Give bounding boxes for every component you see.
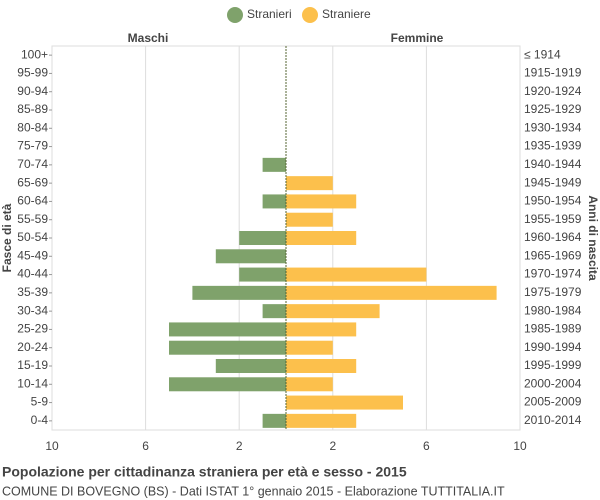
left-label: Maschi [128, 31, 169, 45]
bar [286, 413, 357, 428]
bar [262, 304, 286, 319]
bar [286, 212, 333, 227]
y-tick-label: 70-74 [17, 157, 48, 171]
y2-tick-label: 1950-1954 [524, 194, 582, 208]
y-tick-label: 10-14 [17, 376, 48, 390]
bar [286, 304, 380, 319]
bar [286, 340, 333, 355]
y-tick-label: 75-79 [17, 139, 48, 153]
y2-tick-label: 1945-1949 [524, 175, 582, 189]
x-tick-label: 10 [45, 439, 59, 453]
legend-label: Stranieri [247, 7, 292, 21]
y-tick-label: 5-9 [31, 395, 49, 409]
y2-tick-label: 1955-1959 [524, 212, 582, 226]
y2-tick-label: ≤ 1914 [524, 47, 561, 61]
y2-tick-label: 1935-1939 [524, 139, 582, 153]
y-tick-label: 85-89 [17, 102, 48, 116]
y-tick-label: 35-39 [17, 285, 48, 299]
y2-axis-title: Anni di nascita [586, 195, 600, 281]
y-tick-label: 90-94 [17, 84, 48, 98]
x-tick-label: 2 [236, 439, 243, 453]
y2-tick-label: 1990-1994 [524, 340, 582, 354]
bar [286, 231, 357, 245]
y-tick-label: 40-44 [17, 267, 48, 281]
y2-tick-label: 1915-1919 [524, 66, 582, 80]
bar [215, 249, 286, 264]
y2-tick-label: 1925-1929 [524, 102, 582, 116]
bar [286, 285, 497, 300]
bar [286, 359, 357, 373]
bar [192, 285, 286, 300]
y-tick-label: 30-34 [17, 303, 48, 317]
bar [262, 194, 286, 209]
y2-tick-label: 1975-1979 [524, 285, 582, 299]
y-tick-label: 50-54 [17, 230, 48, 244]
bar [169, 340, 286, 355]
y2-tick-label: 1930-1934 [524, 120, 582, 134]
y-tick-label: 15-19 [17, 358, 48, 372]
y2-tick-label: 2005-2009 [524, 395, 582, 409]
y-tick-label: 45-49 [17, 248, 48, 262]
x-tick-label: 10 [513, 439, 527, 453]
y2-tick-label: 2010-2014 [524, 413, 582, 427]
bar [239, 231, 286, 245]
y2-tick-label: 2000-2004 [524, 376, 582, 390]
y-tick-label: 20-24 [17, 340, 48, 354]
bar [286, 395, 403, 410]
bar [169, 377, 286, 392]
chart-title: Popolazione per cittadinanza straniera p… [2, 464, 407, 480]
y2-tick-label: 1920-1924 [524, 84, 582, 98]
y2-tick-label: 1980-1984 [524, 303, 582, 317]
legend-swatch [227, 7, 243, 23]
x-tick-label: 6 [142, 439, 149, 453]
y-tick-label: 25-29 [17, 322, 48, 336]
bar [286, 194, 357, 209]
y-tick-label: 80-84 [17, 120, 48, 134]
y-axis-title: Fasce di età [0, 203, 14, 272]
x-tick-label: 2 [329, 439, 336, 453]
x-tick-label: 6 [423, 439, 430, 453]
bar [262, 157, 286, 172]
legend-label: Straniere [322, 7, 371, 21]
bar [286, 377, 333, 392]
bar [239, 267, 286, 282]
y-tick-label: 95-99 [17, 66, 48, 80]
y-tick-label: 55-59 [17, 212, 48, 226]
chart-subtitle: COMUNE DI BOVEGNO (BS) - Dati ISTAT 1° g… [2, 484, 505, 498]
right-label: Femmine [391, 31, 444, 45]
legend-swatch [302, 7, 318, 23]
y2-tick-label: 1995-1999 [524, 358, 582, 372]
y-tick-label: 60-64 [17, 194, 48, 208]
y2-tick-label: 1960-1964 [524, 230, 582, 244]
y-tick-label: 0-4 [31, 413, 49, 427]
bar [286, 267, 427, 282]
bar [262, 413, 286, 428]
y2-tick-label: 1940-1944 [524, 157, 582, 171]
bar [215, 359, 286, 373]
bar [286, 176, 333, 191]
y2-tick-label: 1965-1969 [524, 248, 582, 262]
bar [286, 322, 357, 337]
y-tick-label: 65-69 [17, 175, 48, 189]
y-tick-label: 100+ [21, 47, 48, 61]
y2-tick-label: 1985-1989 [524, 322, 582, 336]
y2-tick-label: 1970-1974 [524, 267, 582, 281]
bar [169, 322, 286, 337]
